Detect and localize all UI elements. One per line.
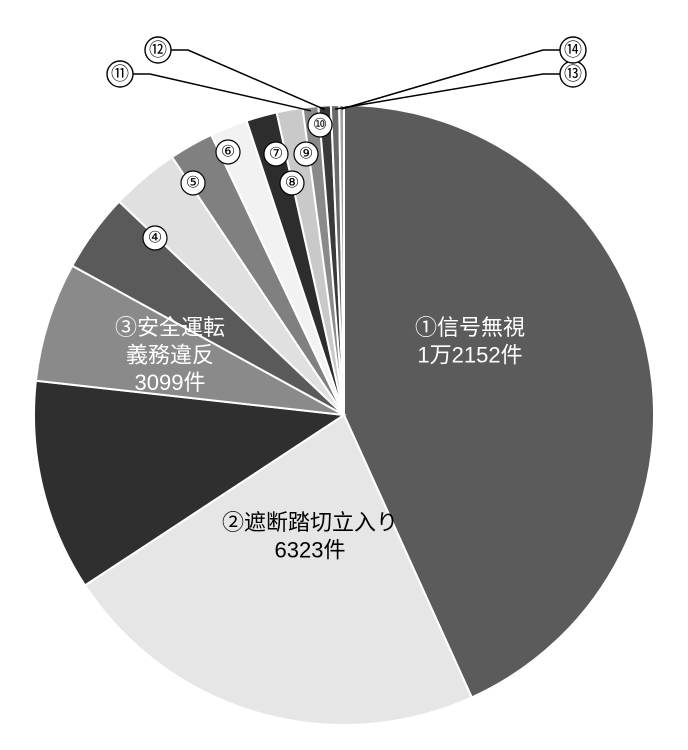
slice-badge-label-7: ⑦: [269, 146, 283, 163]
callout-label-11: ⑪: [111, 64, 129, 84]
slice-badge-label-6: ⑥: [221, 144, 235, 161]
callout-label-14: ⑭: [564, 40, 582, 60]
callout-label-13: ⑬: [564, 64, 582, 84]
pie-chart: ①信号無視1万2152件②遮断踏切立入り6323件③安全運転義務違反3099件④…: [0, 0, 688, 750]
callout-line-13: [335, 74, 560, 109]
slice-badge-label-9: ⑨: [299, 146, 313, 163]
slice-badge-label-10: ⑩: [313, 117, 327, 134]
slice-badge-label-4: ④: [148, 230, 162, 247]
slice-badge-label-5: ⑤: [186, 175, 200, 192]
slice-badge-label-8: ⑧: [285, 175, 299, 192]
callout-label-12: ⑫: [149, 40, 167, 60]
callout-line-12: [171, 50, 325, 110]
callout-line-14: [342, 50, 560, 109]
